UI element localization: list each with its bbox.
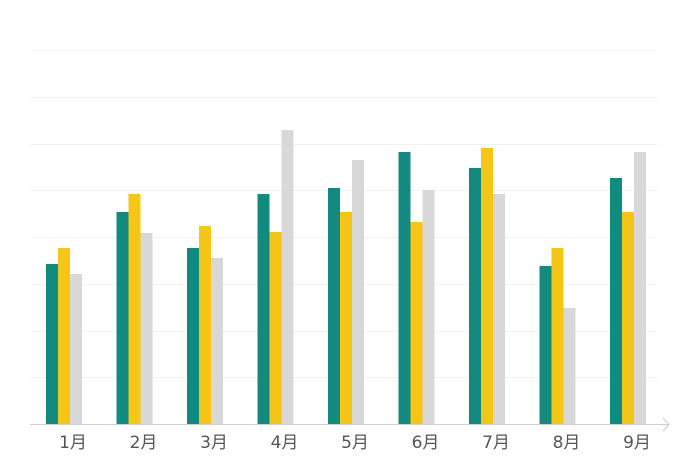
bar-series-3-1	[70, 274, 82, 424]
bar-series-1-6	[398, 152, 411, 424]
bar-series-1-4	[257, 194, 270, 424]
bar-series-3-9	[634, 152, 646, 424]
bar-series-2-9	[622, 212, 634, 424]
bar-series-1-7	[469, 168, 481, 424]
x-tick-label: 4月	[271, 433, 299, 453]
x-tick-label: 5月	[341, 433, 369, 453]
bar-series-1-9	[610, 178, 622, 424]
bar-series-2-6	[410, 222, 423, 424]
x-tick-label: 2月	[130, 433, 158, 453]
x-tick-label: 8月	[553, 433, 581, 453]
bar-series-2-8	[551, 248, 564, 424]
bar-series-2-5	[340, 212, 352, 424]
bar-series-1-1	[46, 264, 58, 424]
bar-series-3-4	[281, 130, 294, 424]
bar-series-1-3	[187, 248, 199, 424]
bar-series-3-2	[140, 233, 153, 424]
bar-series-1-8	[539, 266, 552, 424]
bar-series-2-3	[199, 226, 211, 424]
bar-series-2-1	[58, 248, 70, 424]
x-axis	[30, 417, 670, 432]
bar-series-3-7	[493, 194, 505, 424]
bar-series-2-2	[128, 194, 141, 424]
x-axis-arrow-icon	[662, 417, 670, 432]
bar-series-3-3	[211, 258, 223, 424]
bar-series-3-6	[422, 190, 435, 424]
bar-series-3-8	[563, 308, 576, 424]
bar-series-1-2	[116, 212, 129, 424]
x-tick-labels: 1月 2月 3月 4月 5月 6月 7月 8月 9月	[59, 433, 651, 453]
x-tick-label: 9月	[623, 433, 651, 453]
bar-series-1-5	[328, 188, 340, 424]
x-tick-label: 7月	[482, 433, 510, 453]
bar-series-2-7	[481, 148, 493, 424]
x-tick-label: 1月	[59, 433, 87, 453]
x-tick-label: 6月	[412, 433, 440, 453]
bar-series-2-4	[269, 232, 282, 424]
bars	[46, 130, 646, 424]
x-tick-label: 3月	[200, 433, 228, 453]
bar-series-3-5	[352, 160, 364, 424]
